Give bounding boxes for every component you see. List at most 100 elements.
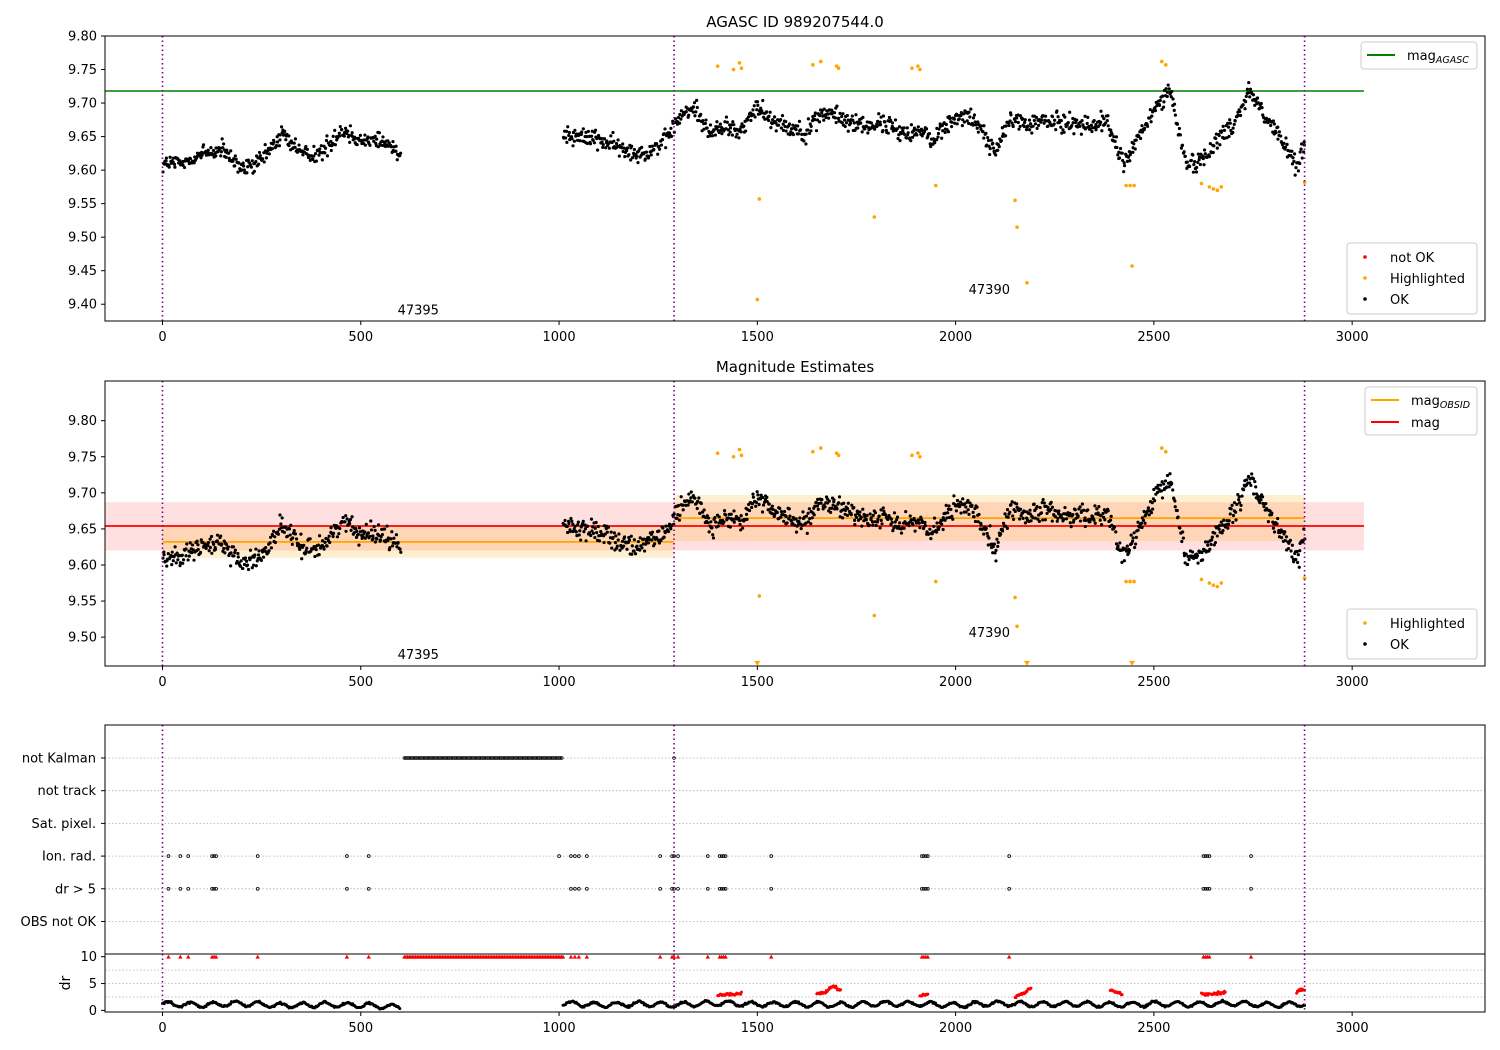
estimates-point-ok bbox=[1056, 516, 1060, 521]
agasc-point-ok bbox=[936, 131, 941, 136]
estimates-point-ok bbox=[215, 533, 220, 537]
agasc-point-ok bbox=[1248, 87, 1253, 91]
estimates-point-ok bbox=[1181, 536, 1185, 540]
flag-point bbox=[922, 854, 926, 858]
estimates-point-ok bbox=[243, 556, 247, 560]
agasc-point-ok bbox=[728, 130, 732, 134]
agasc-point-ok bbox=[1120, 151, 1124, 155]
agasc-point-ok bbox=[292, 141, 296, 145]
agasc-point-ok bbox=[988, 146, 992, 151]
estimates-point-ok bbox=[399, 550, 403, 554]
estimates-point-highlighted bbox=[933, 579, 938, 584]
estimates-point-ok bbox=[875, 520, 880, 524]
estimates-point-ok bbox=[698, 511, 702, 515]
agasc-point-ok bbox=[595, 148, 600, 152]
estimates-point-ok bbox=[853, 513, 858, 517]
estimates-point-ok bbox=[902, 526, 906, 530]
estimates-point-ok bbox=[799, 527, 803, 531]
estimates-point-ok bbox=[1072, 518, 1076, 522]
estimates-xtick-label: 1500 bbox=[741, 675, 774, 690]
agasc-point-ok bbox=[837, 116, 841, 120]
estimates-point-ok bbox=[256, 553, 261, 557]
agasc-point-ok bbox=[948, 116, 952, 121]
agasc-point-ok bbox=[738, 127, 742, 131]
agasc-point-ok bbox=[740, 122, 744, 126]
panel-dr-frame bbox=[104, 953, 1486, 1013]
estimates-point-ok bbox=[595, 531, 599, 535]
estimates-point-ok bbox=[911, 522, 915, 526]
agasc-point-ok bbox=[999, 139, 1003, 143]
agasc-point-ok bbox=[1035, 126, 1039, 130]
estimates-point-ok bbox=[1203, 540, 1208, 544]
agasc-point-highlighted bbox=[916, 64, 920, 68]
agasc-ytick-label: 9.70 bbox=[68, 97, 97, 112]
estimates-point-ok bbox=[627, 535, 631, 540]
estimates-point-ok bbox=[775, 510, 779, 515]
estimates-point-ok bbox=[638, 536, 642, 540]
flag-point bbox=[569, 886, 573, 891]
agasc-xtick-label: 3000 bbox=[1336, 330, 1369, 345]
agasc-point-ok bbox=[199, 156, 203, 160]
estimates-point-ok bbox=[246, 567, 251, 572]
agasc-point-ok bbox=[684, 110, 688, 114]
agasc-point-ok bbox=[663, 127, 667, 131]
flag-point bbox=[719, 886, 724, 891]
agasc-point-ok bbox=[742, 124, 746, 128]
agasc-point-ok bbox=[972, 113, 977, 117]
agasc-point-ok bbox=[1180, 143, 1185, 147]
estimates-point-ok bbox=[207, 549, 211, 553]
estimates-point-ok bbox=[231, 545, 236, 549]
estimates-point-ok bbox=[688, 499, 692, 503]
estimates-point-ok bbox=[1248, 481, 1252, 485]
estimates-ytick-label: 9.70 bbox=[68, 486, 97, 501]
estimates-point-ok bbox=[636, 539, 640, 544]
estimates-point-ok bbox=[766, 508, 770, 512]
agasc-point-ok bbox=[1122, 163, 1127, 168]
estimates-point-ok bbox=[662, 535, 666, 539]
agasc-point-ok bbox=[379, 143, 383, 147]
agasc-point-ok bbox=[806, 117, 810, 121]
estimates-point-ok bbox=[571, 522, 575, 526]
estimates-point-ok bbox=[1297, 565, 1301, 569]
estimates-point-ok bbox=[940, 522, 944, 526]
estimates-point-ok bbox=[754, 504, 758, 508]
estimates-point-ok bbox=[1116, 544, 1120, 548]
agasc-point-ok bbox=[695, 105, 699, 110]
agasc-point-ok bbox=[573, 128, 577, 132]
estimates-point-ok bbox=[686, 503, 690, 507]
agasc-point-ok bbox=[735, 132, 739, 136]
dr-point-high bbox=[739, 990, 743, 994]
estimates-point-ok bbox=[1233, 510, 1238, 514]
dr-xtick-label: 1000 bbox=[543, 1021, 576, 1036]
estimates-point-ok bbox=[845, 507, 850, 511]
agasc-point-ok bbox=[621, 142, 625, 146]
agasc-point-ok bbox=[808, 122, 812, 126]
agasc-point-ok bbox=[910, 135, 915, 139]
agasc-point-ok bbox=[1215, 146, 1219, 150]
estimates-point-ok bbox=[827, 499, 831, 503]
estimates-point-ok bbox=[893, 520, 897, 524]
flag-point bbox=[214, 854, 218, 858]
estimates-point-ok bbox=[940, 518, 944, 522]
estimates-point-ok bbox=[1092, 518, 1096, 522]
flag-point bbox=[922, 886, 926, 891]
agasc-point-ok bbox=[755, 100, 760, 104]
estimates-point-ok bbox=[1242, 488, 1246, 492]
estimates-point-ok bbox=[838, 515, 842, 519]
flag-point bbox=[1007, 886, 1011, 891]
estimates-point-ok bbox=[236, 555, 240, 559]
agasc-point-ok bbox=[1121, 158, 1125, 163]
agasc-point-ok bbox=[1170, 89, 1174, 94]
estimates-point-ok bbox=[357, 543, 361, 547]
agasc-point-ok bbox=[338, 124, 342, 129]
agasc-point-ok bbox=[257, 162, 261, 166]
estimates-point-ok bbox=[594, 520, 598, 525]
flag-point bbox=[1007, 854, 1011, 858]
estimates-point-ok bbox=[385, 524, 389, 528]
estimates-point-ok bbox=[1057, 509, 1061, 513]
agasc-point-ok bbox=[1259, 101, 1263, 106]
agasc-point-ok bbox=[627, 153, 631, 157]
agasc-point-ok bbox=[1106, 124, 1110, 128]
agasc-point-ok bbox=[1050, 115, 1055, 119]
